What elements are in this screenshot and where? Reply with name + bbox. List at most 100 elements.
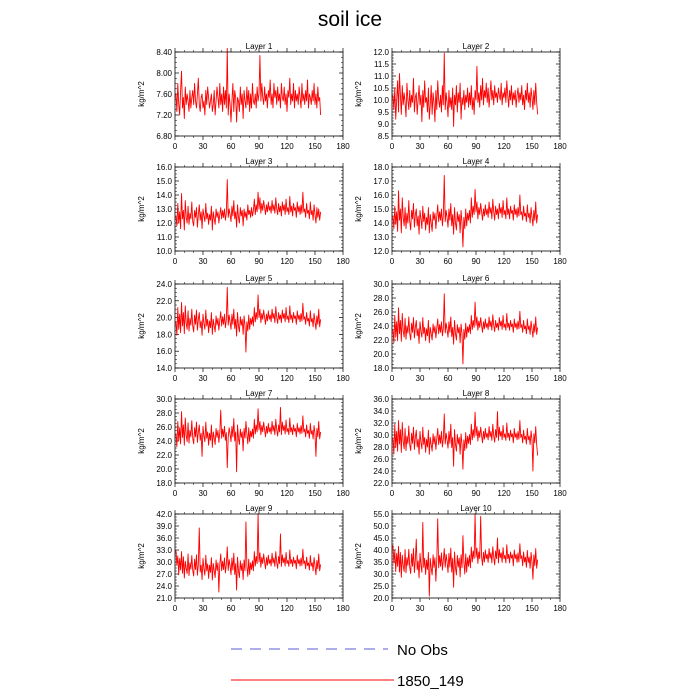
y-tick-label: 33.0 (156, 546, 172, 555)
x-tick-label: 90 (255, 257, 264, 266)
y-tick-label: 18.0 (156, 330, 172, 339)
x-tick-label: 120 (497, 142, 511, 151)
x-tick-label: 150 (308, 257, 322, 266)
x-tick-label: 0 (390, 489, 395, 498)
x-tick-label: 30 (416, 142, 425, 151)
series-line-1850_149 (392, 293, 539, 365)
series-line-1850_149 (175, 179, 322, 231)
x-tick-label: 180 (336, 489, 350, 498)
y-tick-label: 32.0 (373, 419, 389, 428)
panel-title: Layer 9 (246, 504, 273, 513)
y-tick-label: 36.0 (373, 395, 389, 404)
x-tick-label: 0 (173, 257, 178, 266)
panel-title: Layer 7 (246, 389, 273, 398)
y-tick-label: 14.0 (156, 191, 172, 200)
y-tick-label: 22.0 (373, 479, 389, 488)
series-line-1850_149 (175, 48, 322, 123)
series-line-1850_149 (392, 174, 539, 248)
y-tick-label: 12.0 (373, 48, 389, 57)
x-tick-label: 120 (280, 374, 294, 383)
y-tick-label: 26.0 (373, 308, 389, 317)
y-tick-label: 20.0 (373, 594, 389, 603)
x-tick-label: 120 (280, 142, 294, 151)
y-tick-label: 42.0 (156, 510, 172, 519)
y-tick-label: 50.0 (373, 522, 389, 531)
panel-title: Layer 1 (246, 42, 273, 51)
y-tick-label: 30.0 (156, 558, 172, 567)
x-tick-label: 30 (199, 257, 208, 266)
x-tick-label: 30 (199, 604, 208, 613)
panel-title: Layer 3 (246, 157, 273, 166)
x-tick-label: 120 (497, 604, 511, 613)
panel-layer-8: Layer 8 kg/m^2 22.0 24.0 26.0 28.0 30.0 32.0 34.… (354, 389, 567, 498)
y-axis-label: kg/m^2 (354, 81, 363, 107)
y-tick-label: 55.0 (373, 510, 389, 519)
x-tick-label: 90 (472, 257, 481, 266)
plot-frame (174, 513, 344, 599)
x-tick-label: 0 (390, 374, 395, 383)
series-line-1850_149 (175, 406, 322, 473)
plot-frame (174, 51, 344, 137)
x-tick-label: 0 (390, 257, 395, 266)
panel-layer-2: Layer 2 kg/m^2 8.5 9.0 9.5 10.0 10.5 11.0 11.5 12… (354, 42, 567, 151)
x-tick-label: 120 (280, 604, 294, 613)
y-tick-label: 18.0 (156, 479, 172, 488)
y-tick-label: 26.0 (156, 423, 172, 432)
y-tick-label: 36.0 (156, 534, 172, 543)
y-tick-label: 10.5 (373, 84, 389, 93)
y-axis-label: kg/m^2 (137, 313, 146, 339)
y-tick-label: 9.0 (378, 120, 390, 129)
y-tick-label: 24.0 (156, 437, 172, 446)
x-tick-label: 60 (227, 257, 236, 266)
y-tick-label: 9.5 (378, 108, 390, 117)
y-tick-label: 40.0 (373, 546, 389, 555)
y-axis-label: kg/m^2 (354, 543, 363, 569)
y-tick-label: 22.0 (156, 451, 172, 460)
series-line-1850_149 (175, 513, 322, 593)
y-tick-label: 24.0 (156, 582, 172, 591)
x-tick-label: 150 (525, 257, 539, 266)
x-tick-label: 30 (199, 374, 208, 383)
panel-layer-9: Layer 9 kg/m^2 21.0 24.0 27.0 30.0 33.0 36.0 39.… (137, 504, 350, 613)
x-tick-label: 180 (336, 142, 350, 151)
x-tick-label: 30 (416, 604, 425, 613)
y-axis-label: kg/m^2 (137, 196, 146, 222)
panel-layer-3: Layer 3 kg/m^2 10.0 11.0 12.0 13.0 14.0 15.0 16.… (137, 157, 350, 266)
series-line-1850_149 (392, 513, 539, 597)
x-tick-label: 60 (227, 374, 236, 383)
panel-title: Layer 2 (463, 42, 490, 51)
x-tick-label: 60 (444, 142, 453, 151)
x-tick-label: 30 (416, 489, 425, 498)
plot-frame (391, 398, 561, 484)
panel-layer-5: Layer 5 kg/m^2 14.0 16.0 18.0 20.0 22.0 24.0 0 30… (137, 274, 350, 383)
y-tick-label: 8.40 (156, 48, 172, 57)
x-tick-label: 120 (497, 257, 511, 266)
y-tick-label: 12.0 (156, 219, 172, 228)
y-axis-label: kg/m^2 (137, 543, 146, 569)
y-axis-label: kg/m^2 (354, 313, 363, 339)
y-tick-label: 26.0 (373, 455, 389, 464)
x-tick-label: 180 (336, 604, 350, 613)
y-tick-label: 20.0 (373, 350, 389, 359)
y-tick-label: 34.0 (373, 407, 389, 416)
y-axis-label: kg/m^2 (354, 428, 363, 454)
x-tick-label: 120 (497, 374, 511, 383)
y-tick-label: 8.00 (156, 69, 172, 78)
y-tick-label: 18.0 (373, 364, 389, 373)
x-tick-label: 0 (173, 374, 178, 383)
y-tick-label: 30.0 (373, 280, 389, 289)
y-tick-label: 27.0 (156, 570, 172, 579)
y-tick-label: 30.0 (373, 570, 389, 579)
x-tick-label: 60 (444, 257, 453, 266)
y-tick-label: 7.60 (156, 90, 172, 99)
panel-layer-7: Layer 7 kg/m^2 18.0 20.0 22.0 24.0 26.0 28.0 30.… (137, 389, 350, 498)
x-tick-label: 180 (336, 257, 350, 266)
x-tick-label: 180 (336, 374, 350, 383)
x-tick-label: 150 (525, 374, 539, 383)
y-axis-label: kg/m^2 (354, 196, 363, 222)
x-tick-label: 180 (553, 604, 567, 613)
y-tick-label: 39.0 (156, 522, 172, 531)
y-tick-label: 11.0 (374, 72, 390, 81)
x-tick-label: 180 (553, 489, 567, 498)
x-tick-label: 150 (308, 604, 322, 613)
